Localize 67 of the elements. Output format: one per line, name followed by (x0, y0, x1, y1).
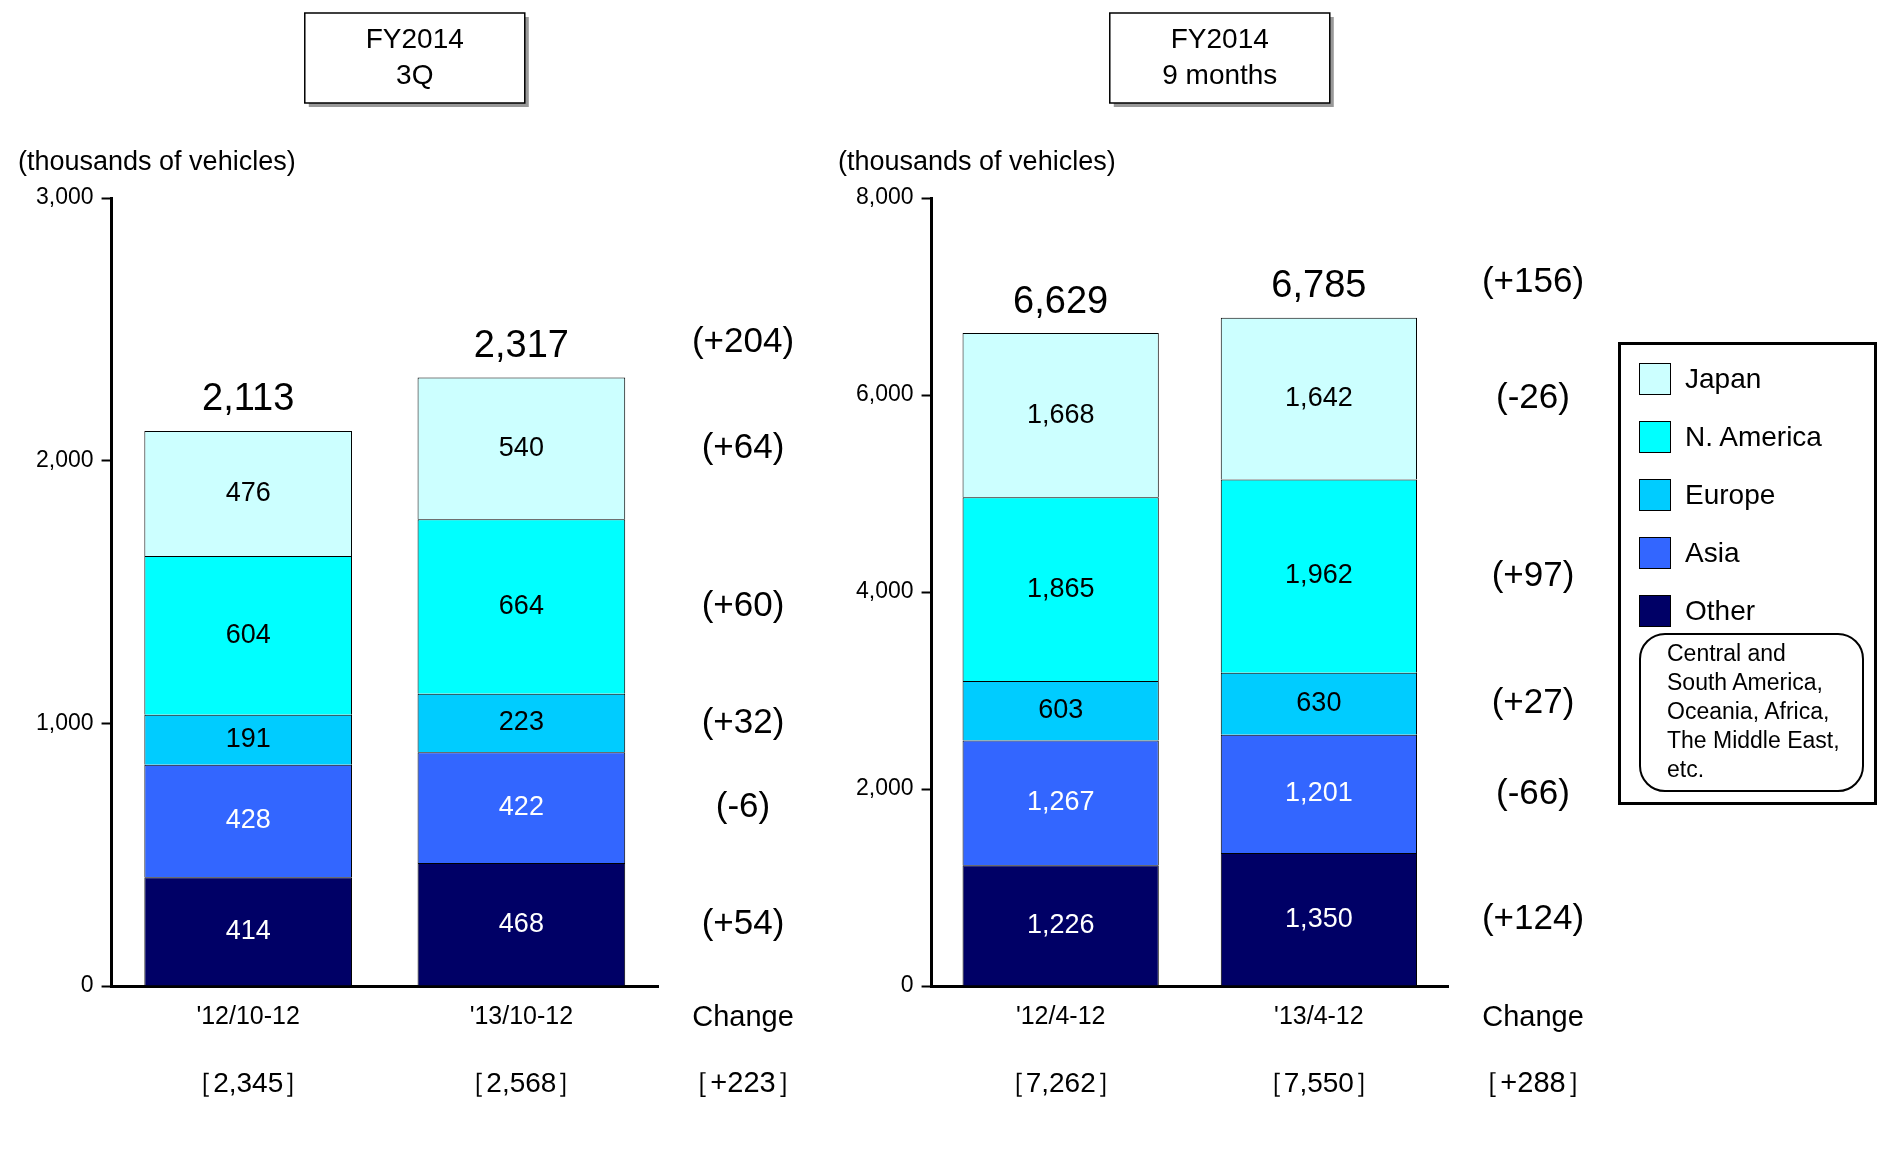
text: ［+223］ (681, 1066, 805, 1098)
total-label: 2,113 (202, 376, 295, 419)
text: ［2,345］ (185, 1066, 312, 1098)
text: Change (1482, 1000, 1584, 1032)
data-label: 428 (225, 804, 271, 835)
total-label: 6,629 (1013, 278, 1109, 321)
y-tick-label: 6,000 (855, 380, 914, 407)
text: Change (692, 1000, 794, 1032)
text: (+156) (1481, 260, 1585, 300)
text: ［7,262］ (997, 1066, 1124, 1098)
text: Central and South America, Oceania, Africa, The Middle East, etc. (1639, 632, 1864, 792)
text: (+32) (701, 700, 785, 740)
data-label: 1,350 (1285, 902, 1353, 933)
chart-title: FY2014 3Q (365, 22, 464, 90)
y-axis-title: (thousands of vehicles) (18, 145, 296, 176)
text: ［+288］ (1471, 1066, 1595, 1098)
data-label: 664 (498, 589, 544, 620)
data-label: 1,668 (1026, 398, 1095, 429)
legend-label: Japan (1685, 362, 1762, 395)
x-tick-label: '12/10-12 (196, 1000, 300, 1029)
data-label: 1,865 (1026, 572, 1095, 603)
total-label: 6,785 (1271, 263, 1367, 306)
text: (+27) (1491, 681, 1575, 721)
data-label: 414 (225, 914, 271, 945)
data-label: 604 (225, 618, 271, 649)
chart-title: FY2014 9 months (1162, 22, 1278, 90)
y-tick-label: 8,000 (855, 183, 914, 210)
data-label: 1,267 (1026, 786, 1095, 817)
data-label: 476 (225, 476, 271, 507)
x-tick-label: '12/4-12 (1015, 1000, 1106, 1029)
y-tick-label: 2,000 (855, 774, 914, 801)
text: (-6) (715, 785, 771, 825)
legend-label: Asia (1685, 536, 1740, 569)
data-label: 603 (1038, 694, 1084, 725)
data-label: 223 (498, 706, 544, 737)
y-tick-label: 0 (900, 971, 914, 998)
text: ［7,550］ (1255, 1066, 1382, 1098)
data-label: 1,226 (1026, 908, 1095, 939)
data-label: 540 (498, 431, 544, 462)
data-label: 422 (498, 791, 544, 822)
data-label: 1,962 (1285, 559, 1353, 590)
legend-label: Europe (1685, 478, 1776, 511)
text: (+97) (1491, 553, 1575, 593)
y-tick-label: 4,000 (855, 577, 914, 604)
text: (+124) (1481, 896, 1585, 936)
data-label: 468 (498, 907, 544, 938)
text: (+64) (701, 425, 785, 465)
data-label: 1,201 (1285, 777, 1353, 808)
y-tick-label: 3,000 (35, 183, 94, 210)
data-label: 630 (1296, 687, 1342, 718)
text: ［2,568］ (458, 1066, 585, 1098)
text: (+204) (691, 320, 795, 360)
x-tick-label: '13/10-12 (469, 1000, 574, 1029)
y-axis-title: (thousands of vehicles) (838, 145, 1116, 176)
data-label: 191 (225, 723, 271, 754)
text: (-66) (1496, 771, 1570, 811)
text: (+60) (701, 584, 785, 624)
y-tick-label: 2,000 (35, 446, 94, 473)
y-tick-label: 0 (80, 971, 94, 998)
text: (-26) (1496, 376, 1570, 416)
legend-label: Other (1685, 594, 1756, 627)
text: (+54) (701, 901, 785, 941)
total-label: 2,317 (473, 322, 569, 365)
legend-label: N. America (1685, 420, 1822, 453)
x-tick-label: '13/4-12 (1274, 1000, 1364, 1029)
y-tick-label: 1,000 (35, 708, 94, 735)
data-label: 1,642 (1285, 382, 1353, 412)
